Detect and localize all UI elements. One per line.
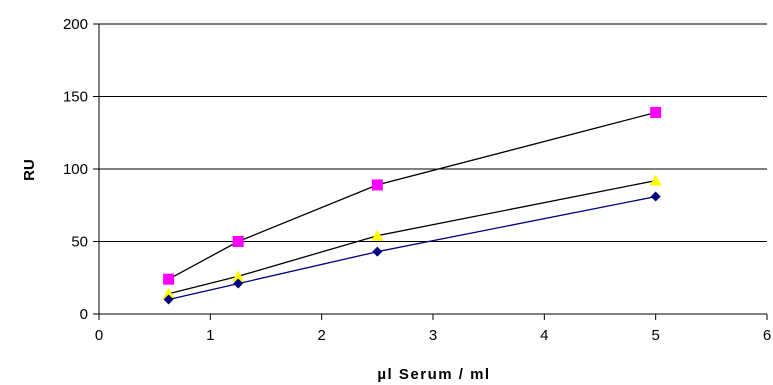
series-line-square: [168, 111, 656, 280]
x-tick-label: 2: [317, 327, 325, 344]
data-point-triangle: [371, 229, 384, 241]
data-point-square: [163, 273, 175, 285]
series-triangle: [162, 174, 662, 299]
series-group: [162, 106, 662, 305]
x-tick-label: 6: [763, 327, 771, 344]
series-line-diamond: [168, 195, 656, 301]
data-point-triangle: [649, 174, 662, 186]
series-square: [163, 106, 662, 285]
y-axis-title: RU: [21, 159, 38, 181]
x-tick-label: 1: [206, 327, 214, 344]
y-tick-label: 200: [63, 16, 88, 33]
y-tick-label: 0: [80, 306, 88, 323]
data-point-triangle: [232, 270, 245, 282]
tick-labels: 0 50 100 150 200 0 1 2 3 4 5 6: [63, 16, 771, 344]
data-point-square: [650, 106, 662, 118]
data-point-square: [232, 236, 244, 247]
data-point-diamond: [650, 191, 661, 202]
series-line-triangle: [168, 179, 656, 295]
x-tick-label: 0: [95, 327, 103, 344]
x-axis-title: µl Serum / ml: [377, 366, 490, 383]
y-tick-label: 150: [63, 89, 88, 106]
x-tick-label: 4: [540, 327, 548, 344]
data-point-square: [371, 179, 383, 191]
series-diamond: [163, 191, 661, 305]
x-tick-label: 5: [651, 327, 659, 344]
gridlines: [99, 23, 767, 242]
data-point-diamond: [163, 294, 174, 305]
x-tick-label: 3: [429, 327, 437, 344]
y-tick-label: 50: [71, 234, 88, 251]
y-tick-label: 100: [63, 161, 88, 178]
data-point-triangle: [162, 287, 175, 299]
axes: [93, 23, 768, 320]
data-point-diamond: [233, 278, 244, 289]
data-point-diamond: [372, 246, 383, 257]
